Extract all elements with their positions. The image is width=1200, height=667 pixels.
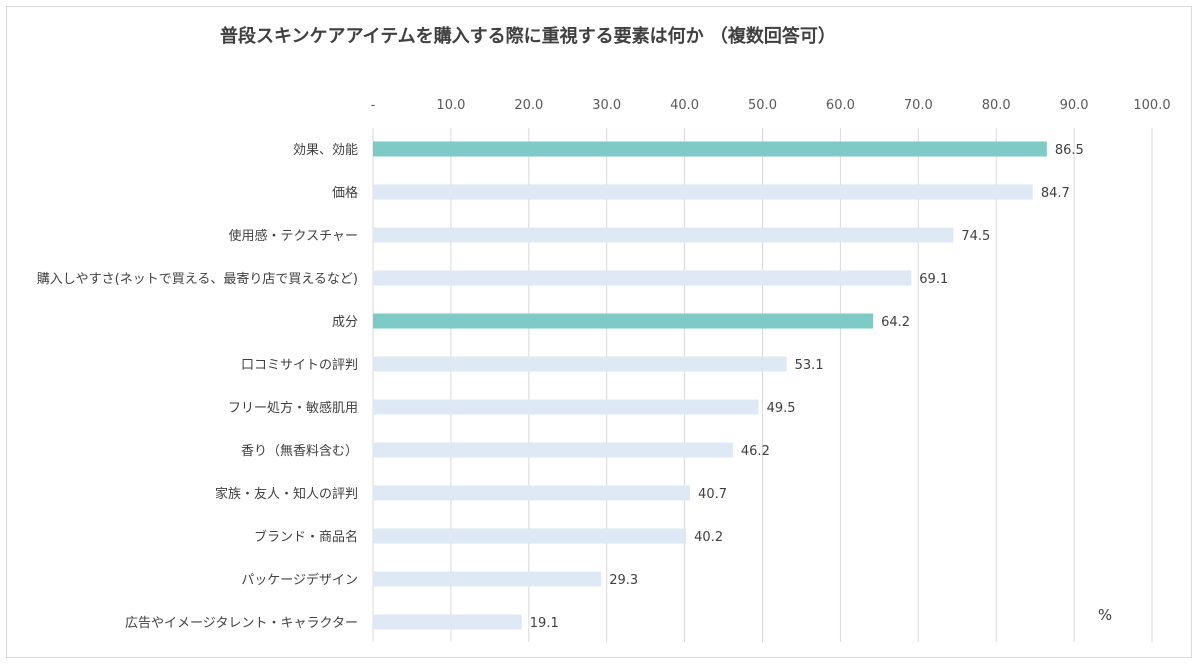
x-tick-label: 20.0 <box>514 98 543 113</box>
data-label: 29.3 <box>609 573 638 588</box>
x-tick-label: 30.0 <box>592 98 621 113</box>
bar <box>373 184 1033 200</box>
data-label: 46.2 <box>741 444 770 459</box>
data-label: 19.1 <box>530 616 559 631</box>
data-label: 74.5 <box>961 229 990 244</box>
category-label: 広告やイメージタレント・キャラクター <box>125 616 358 631</box>
bar <box>373 614 522 630</box>
category-label: 価格 <box>332 185 358 201</box>
bar <box>373 270 912 286</box>
category-label: パッケージデザイン <box>241 572 358 588</box>
x-tick-label: 40.0 <box>670 98 699 113</box>
bar <box>373 528 687 544</box>
data-label: 53.1 <box>795 358 824 373</box>
bar <box>373 485 691 501</box>
data-label: 49.5 <box>767 401 796 416</box>
x-tick-label: 70.0 <box>904 98 933 113</box>
category-label: 口コミサイトの評判 <box>241 358 358 373</box>
category-label: フリー処方・敏感肌用 <box>228 400 358 416</box>
bar <box>373 399 759 415</box>
chart-frame <box>6 6 1192 658</box>
x-tick-label: - <box>371 98 376 113</box>
unit-label: % <box>1098 606 1112 624</box>
category-label: 成分 <box>332 315 358 330</box>
x-tick-label: 100.0 <box>1133 98 1170 113</box>
bar <box>373 227 954 243</box>
bar <box>373 141 1047 157</box>
data-label: 40.2 <box>694 530 723 545</box>
chart-title: 普段スキンケアアイテムを購入する際に重視する要素は何か （複数回答可） <box>220 26 836 47</box>
category-label: 家族・友人・知人の評判 <box>215 486 358 502</box>
bar <box>373 442 733 458</box>
bar <box>373 313 874 329</box>
x-tick-label: 10.0 <box>436 98 465 113</box>
bar <box>373 571 602 587</box>
data-label: 84.7 <box>1041 186 1070 201</box>
data-label: 86.5 <box>1055 143 1084 158</box>
x-tick-label: 60.0 <box>826 98 855 113</box>
x-tick-label: 80.0 <box>982 98 1011 113</box>
category-label: 購入しやすさ(ネットで買える、最寄り店で買えるなど) <box>37 271 358 287</box>
category-label: 香り（無香料含む） <box>241 443 358 459</box>
category-label: 使用感・テクスチャー <box>229 228 358 244</box>
category-label: ブランド・商品名 <box>254 529 358 545</box>
x-tick-label: 90.0 <box>1060 98 1089 113</box>
data-label: 69.1 <box>919 272 948 287</box>
category-label: 効果、効能 <box>293 143 358 158</box>
data-label: 64.2 <box>881 315 910 330</box>
x-tick-label: 50.0 <box>748 98 777 113</box>
bar <box>373 356 787 372</box>
data-label: 40.7 <box>698 487 727 502</box>
